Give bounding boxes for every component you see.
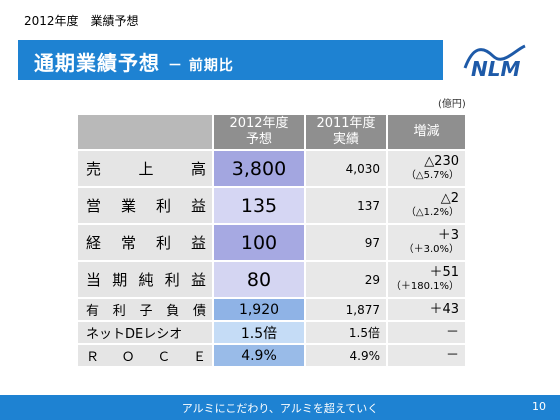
unit-label: (億円): [438, 99, 466, 110]
header-blank-cell: [78, 115, 212, 149]
page-title: 通期業績予想 － 前期比: [34, 47, 234, 76]
label-char: Ｒ: [86, 350, 100, 365]
diff-value: ＋43: [388, 299, 465, 320]
label-char: 債: [192, 304, 206, 319]
diff-value: ＋51 （＋180.1%）: [388, 262, 465, 297]
label-char: 子: [139, 304, 153, 319]
table-row: 有利子負債 1,920 1,877 ＋43: [78, 299, 465, 320]
table-row: 経常 利 益 100 97 ＋3 （＋3.0%）: [78, 225, 465, 260]
diff-value: △2 （△1.2%）: [388, 188, 465, 223]
forecast-value: 80: [214, 262, 304, 297]
actual-value: 29: [306, 262, 386, 297]
actual-value: 4.9%: [306, 345, 386, 366]
label-char: 売: [86, 160, 102, 178]
table-row: 営業 利 益 135 137 △2 （△1.2%）: [78, 188, 465, 223]
forecast-value: 100: [214, 225, 304, 260]
label-char: 当: [86, 271, 102, 289]
actual-value: 1,877: [306, 299, 386, 320]
performance-table: 2012年度 予想 2011年度 実績 増減 売 上 高 3,800 4,030 △23…: [76, 113, 467, 368]
actual-value: 97: [306, 225, 386, 260]
diff-value: ＋3 （＋3.0%）: [388, 225, 465, 260]
label-char: 上: [138, 160, 154, 178]
label-char: 益: [190, 234, 206, 252]
table-row: ネットDEレシオ 1.5倍 1.5倍 －: [78, 322, 465, 343]
row-label: 営業 利 益: [78, 188, 212, 223]
table-row: 当期純利益 80 29 ＋51 （＋180.1%）: [78, 262, 465, 297]
label-char: Ｃ: [157, 350, 171, 365]
label-char: 経: [86, 234, 102, 252]
label-char: Ｏ: [121, 350, 135, 365]
section-label: 2012年度 業績予想: [24, 14, 139, 28]
logo-text: NLM: [471, 57, 520, 80]
label-char: 負: [166, 304, 180, 319]
table-row: 売 上 高 3,800 4,030 △230 （△5.7%）: [78, 151, 465, 186]
row-label: ネットDEレシオ: [78, 322, 212, 343]
header-actual: 2011年度 実績: [306, 115, 386, 149]
forecast-value: 4.9%: [214, 345, 304, 366]
row-label: 有利子負債: [78, 299, 212, 320]
title-bar: 通期業績予想 － 前期比: [18, 40, 443, 80]
diff-value: －: [388, 345, 465, 366]
label-char: 営: [86, 197, 102, 215]
diff-value: －: [388, 322, 465, 343]
table-header-row: 2012年度 予想 2011年度 実績 増減: [78, 115, 465, 149]
actual-value: 4,030: [306, 151, 386, 186]
label-char: 益: [190, 197, 206, 215]
label-char: 利: [112, 304, 126, 319]
label-char: ネットDEレシオ: [86, 327, 183, 342]
label-char: 利: [155, 234, 171, 252]
forecast-value: 3,800: [214, 151, 304, 186]
label-char: 利: [155, 197, 171, 215]
label-char: 利: [164, 271, 180, 289]
footer-slogan: アルミにこだわり、アルミを超えていく: [181, 402, 379, 415]
label-char: 常: [120, 234, 136, 252]
header-forecast: 2012年度 予想: [214, 115, 304, 149]
footer-bar: アルミにこだわり、アルミを超えていく 10: [0, 395, 560, 420]
row-label: 経常 利 益: [78, 225, 212, 260]
table-row: Ｒ Ｏ Ｃ Ｅ 4.9% 4.9% －: [78, 345, 465, 366]
diff-value: △230 （△5.7%）: [388, 151, 465, 186]
label-char: Ｅ: [192, 350, 206, 365]
label-char: 業: [120, 197, 136, 215]
label-char: 期: [112, 271, 128, 289]
title-sub: － 前期比: [167, 58, 234, 74]
label-char: 益: [190, 271, 206, 289]
row-label: 当期純利益: [78, 262, 212, 297]
forecast-value: 135: [214, 188, 304, 223]
page-number: 10: [532, 400, 546, 413]
row-label: 売上高: [78, 151, 212, 186]
header-diff: 増減: [388, 115, 465, 149]
actual-value: 1.5倍: [306, 322, 386, 343]
forecast-value: 1.5倍: [214, 322, 304, 343]
label-char: 高: [190, 160, 206, 178]
actual-value: 137: [306, 188, 386, 223]
label-char: 純: [138, 271, 154, 289]
forecast-value: 1,920: [214, 299, 304, 320]
company-logo: NLM: [463, 44, 526, 80]
title-main: 通期業績予想: [34, 51, 160, 75]
label-char: 有: [86, 304, 100, 319]
